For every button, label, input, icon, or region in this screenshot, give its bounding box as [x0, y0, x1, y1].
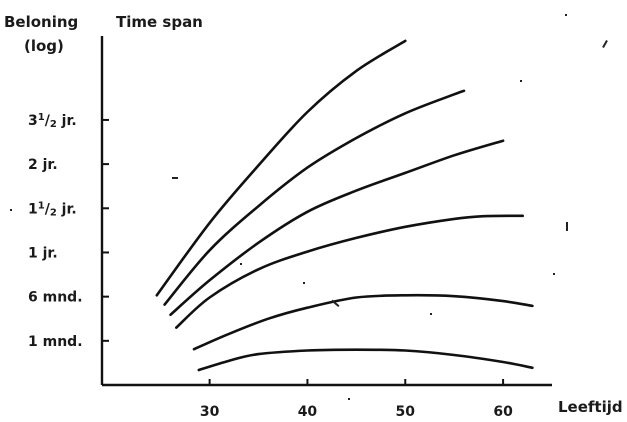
y-tick-label: 1 mnd. — [28, 334, 83, 350]
series-line-4 — [169, 139, 505, 317]
scan-speck — [520, 80, 522, 82]
axes — [100, 36, 552, 387]
x-tick-label: 30 — [200, 404, 220, 420]
scan-speck — [602, 40, 608, 48]
series-line-3 — [175, 214, 524, 329]
scan-speck — [348, 398, 350, 400]
scan-speck — [331, 299, 340, 307]
x-ticks: 30 40 50 60 — [200, 379, 513, 420]
scan-speck — [240, 263, 242, 265]
y-ticks: 1 mnd. 6 mnd. 1 jr. 11/2 jr. 2 jr. 31/2 jr. — [28, 112, 109, 350]
series-line-2 — [192, 293, 534, 351]
x-tick-label: 60 — [493, 404, 513, 420]
scan-speck — [303, 282, 305, 284]
y-tick-label: 11/2 jr. — [28, 200, 77, 218]
scan-speck — [10, 209, 12, 211]
y-tick-label: 2 jr. — [28, 157, 58, 173]
x-axis-title: Leeftijd — [558, 398, 623, 416]
x-tick-label: 40 — [298, 404, 318, 420]
series-line-6 — [155, 39, 407, 297]
y-axis-title-line2: (log) — [24, 37, 64, 55]
series-line-1 — [197, 348, 534, 372]
scan-speck — [566, 222, 568, 231]
scan-specks — [10, 14, 608, 400]
y-axis-title-line1: Beloning — [4, 13, 78, 31]
y-tick-label: 6 mnd. — [28, 290, 83, 306]
y-tick-label: 1 jr. — [28, 245, 58, 261]
x-tick-label: 50 — [396, 404, 416, 420]
y-tick-label: 31/2 jr. — [28, 112, 77, 130]
scan-speck — [565, 14, 567, 16]
scan-speck — [172, 177, 178, 179]
series-line-5 — [163, 89, 466, 306]
chart-title-time-span: Time span — [116, 13, 203, 31]
scan-speck — [553, 273, 555, 275]
scan-speck — [430, 313, 432, 315]
series-curves — [155, 39, 534, 372]
